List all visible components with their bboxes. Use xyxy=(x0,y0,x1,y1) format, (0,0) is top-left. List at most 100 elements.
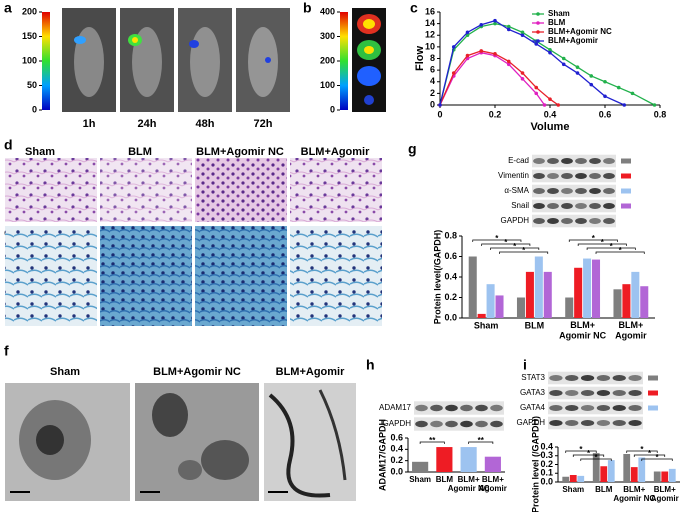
data-point xyxy=(465,33,470,38)
x-tick-label: 0.6 xyxy=(599,109,612,119)
bar xyxy=(468,256,477,318)
bar xyxy=(516,297,526,318)
blot-strip xyxy=(532,199,616,213)
x-tick-label: BLM+ Agomir xyxy=(479,475,507,493)
bar xyxy=(495,295,504,318)
bar xyxy=(436,447,453,472)
panel-label: f xyxy=(4,343,9,359)
blot-band xyxy=(415,404,428,412)
significance-bracket xyxy=(472,239,522,242)
blot-band xyxy=(565,375,579,381)
data-point xyxy=(534,91,539,96)
data-point xyxy=(548,97,552,101)
y-tick-label: 0.4 xyxy=(390,444,403,454)
blot-band xyxy=(475,420,488,428)
blot-label: GATA4 xyxy=(520,403,546,412)
legend-marker xyxy=(536,12,540,16)
y-tick-label: 6 xyxy=(430,65,435,75)
data-point xyxy=(534,42,539,46)
significance-bracket xyxy=(641,458,673,461)
significance-bracket xyxy=(626,450,658,453)
timepoint-label: 1h xyxy=(83,118,96,130)
colorbar-tick-label: 300 xyxy=(320,31,335,41)
significance-label: ** xyxy=(429,436,436,445)
legend-marker xyxy=(536,21,540,25)
significance-label: * xyxy=(587,449,591,458)
significance-label: * xyxy=(610,242,614,251)
blot-band xyxy=(475,404,488,412)
bar xyxy=(412,461,429,472)
legend-marker xyxy=(536,30,540,34)
blot-strip xyxy=(548,416,643,430)
bar xyxy=(591,259,601,318)
data-point xyxy=(589,74,594,78)
x-tick-label: 0.8 xyxy=(654,109,667,119)
data-point xyxy=(506,24,511,29)
blot-label: Vimentin xyxy=(498,171,529,180)
blot-strip xyxy=(548,386,643,400)
colorbar-tick-label: 200 xyxy=(320,55,335,65)
series-line xyxy=(439,20,625,106)
blot-band xyxy=(628,420,642,426)
bar xyxy=(653,471,661,482)
bar xyxy=(638,457,646,482)
legend-label: BLM+Agomir xyxy=(548,36,598,45)
blot-band xyxy=(596,375,611,381)
significance-label: * xyxy=(522,246,526,255)
bar xyxy=(574,267,583,318)
group-title: BLM xyxy=(128,146,152,158)
significance-bracket xyxy=(633,454,666,457)
data-point xyxy=(479,49,484,53)
blot-band xyxy=(561,173,573,179)
blot-label: GATA3 xyxy=(520,388,546,397)
blot-band xyxy=(596,405,611,411)
data-point xyxy=(451,71,456,75)
legend-swatch xyxy=(621,158,631,164)
blot-band xyxy=(589,188,601,194)
blot-band xyxy=(533,203,545,209)
bar xyxy=(640,286,649,318)
blot-band xyxy=(561,203,573,209)
legend-label: Sham xyxy=(548,9,570,18)
blot-strip xyxy=(532,214,616,228)
blot-band xyxy=(490,404,503,412)
blot-band xyxy=(580,405,595,411)
data-point xyxy=(603,94,607,99)
significance-label: * xyxy=(655,453,659,462)
colorbar-tick-label: 100 xyxy=(22,55,37,65)
x-tick-label: 0.4 xyxy=(544,109,557,119)
blot-band xyxy=(549,390,563,396)
group-title: BLM+Agomir xyxy=(276,366,345,378)
data-point xyxy=(438,103,442,107)
bar xyxy=(486,284,495,318)
panel-label: c xyxy=(410,0,418,16)
significance-label: * xyxy=(504,238,508,247)
bar xyxy=(661,471,669,482)
colorbar-tick-label: 0 xyxy=(330,104,335,114)
significance-label: * xyxy=(640,445,644,454)
data-point xyxy=(589,82,594,87)
blot-band xyxy=(445,420,458,428)
blot-band xyxy=(589,173,601,179)
x-tick-label: BLM+ Agomir xyxy=(615,320,647,340)
x-tick-label: Sham xyxy=(562,485,584,494)
data-point xyxy=(556,103,561,107)
y-axis-label: Protein level(/GAPDH) xyxy=(432,230,442,325)
blot-band xyxy=(430,420,443,428)
blot-band xyxy=(547,218,559,224)
blot-strip xyxy=(414,417,504,431)
blot-band xyxy=(533,158,545,164)
significance-bracket xyxy=(595,251,645,254)
data-point xyxy=(520,33,525,38)
blot-label: E-cad xyxy=(508,156,529,165)
y-tick-label: 0.0 xyxy=(444,312,457,322)
x-axis-label: Volume xyxy=(531,121,570,133)
blot-band xyxy=(628,375,642,381)
panel-label: h xyxy=(366,357,375,373)
bar xyxy=(569,475,577,482)
group-title: BLM+Agomir NC xyxy=(196,146,284,158)
significance-bracket xyxy=(481,243,531,246)
data-point xyxy=(622,103,627,107)
